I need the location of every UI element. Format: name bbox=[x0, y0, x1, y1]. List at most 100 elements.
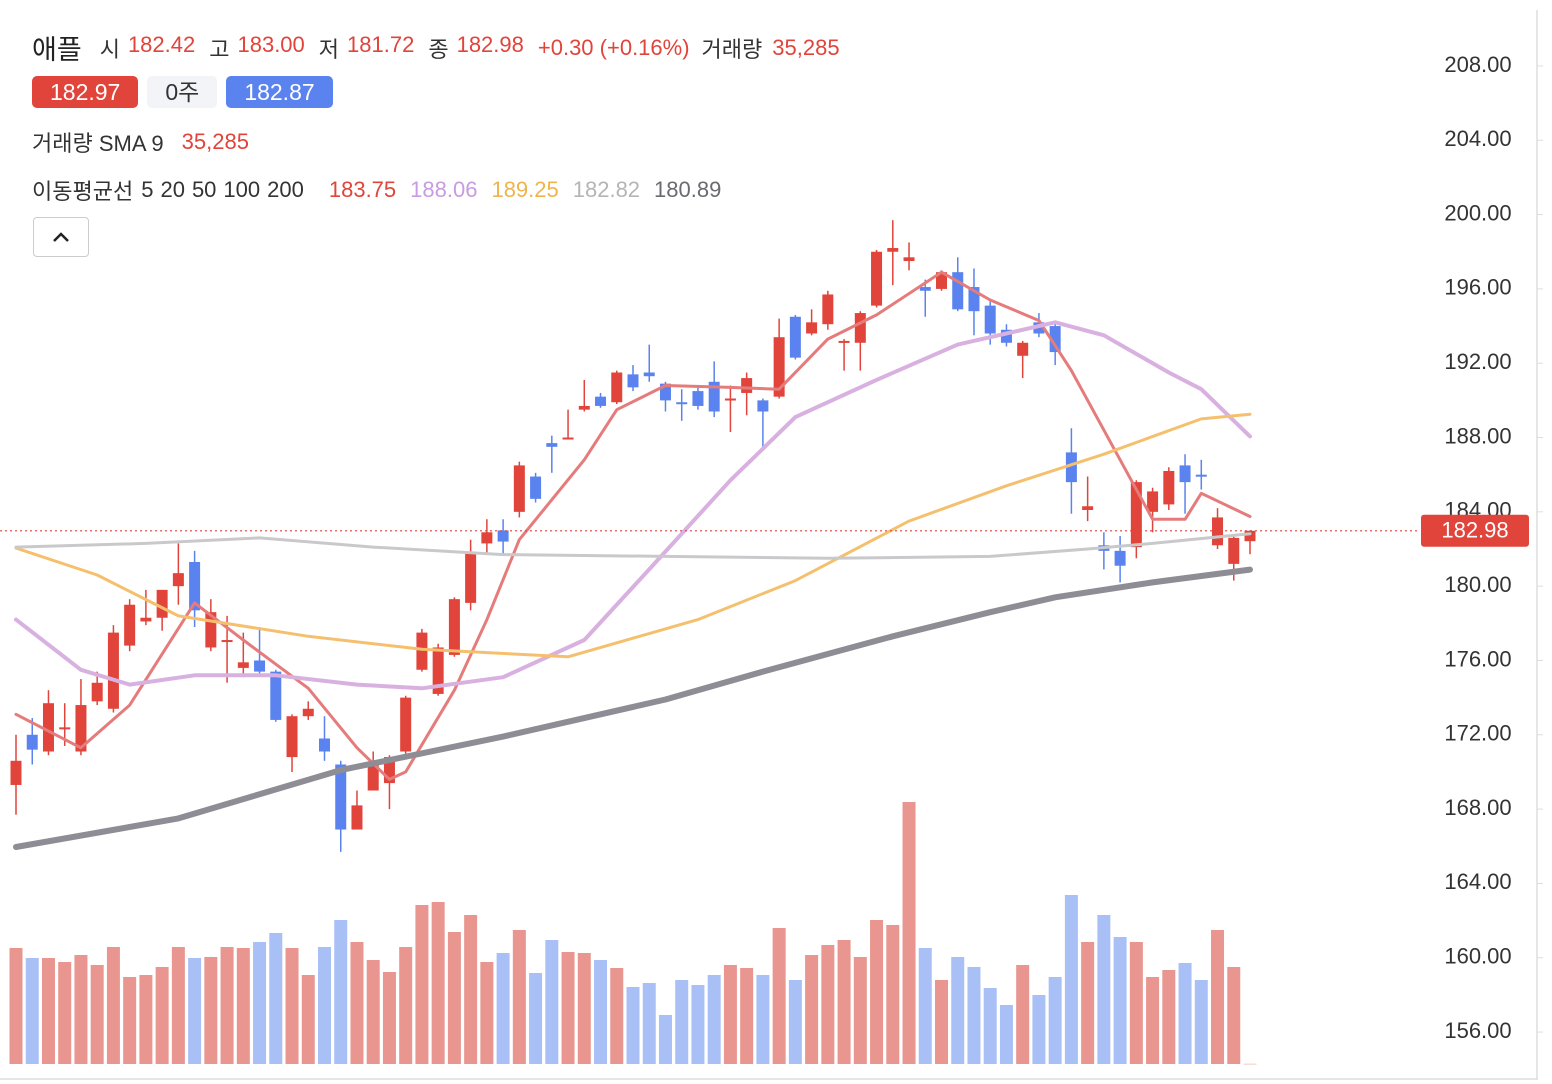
volume-bar bbox=[253, 942, 267, 1064]
candle-body bbox=[903, 257, 915, 262]
volume-bar bbox=[464, 915, 478, 1064]
candle-body bbox=[91, 682, 103, 702]
candle-body bbox=[205, 612, 217, 648]
y-tick-label: 204.00 bbox=[1444, 126, 1511, 151]
quote-value: 183.00 bbox=[237, 31, 305, 57]
ma-legend: 이동평균선 5 20 50 100 200 183.75 188.06 189.25 182.… bbox=[32, 174, 735, 206]
volume-bar bbox=[870, 920, 884, 1064]
volume-value: 35,285 bbox=[772, 34, 840, 60]
volume-bar bbox=[496, 953, 510, 1064]
candle-body bbox=[432, 647, 444, 694]
volume-bar bbox=[805, 955, 819, 1064]
volume-bar bbox=[415, 905, 429, 1064]
volume-bar bbox=[983, 988, 997, 1064]
volume-bar bbox=[1048, 977, 1062, 1064]
candle-body bbox=[1114, 550, 1126, 566]
volume-bar bbox=[951, 957, 965, 1064]
volume-bar bbox=[1113, 937, 1127, 1064]
volume-bar bbox=[431, 902, 445, 1064]
candle-body bbox=[757, 400, 769, 412]
volume-bar bbox=[512, 930, 526, 1064]
candle-body bbox=[659, 383, 671, 401]
quote-value: 181.72 bbox=[347, 31, 415, 57]
candle-body bbox=[140, 617, 152, 622]
moving-average-line bbox=[14, 320, 1252, 691]
volume-bar bbox=[902, 802, 916, 1064]
candles bbox=[10, 220, 1256, 852]
volume-bar bbox=[1097, 915, 1111, 1064]
candle-body bbox=[383, 757, 395, 784]
candle-body bbox=[1065, 452, 1077, 483]
last-price-label: 182.98 bbox=[1441, 518, 1508, 543]
candle-body bbox=[465, 552, 477, 603]
volume-bar bbox=[561, 952, 575, 1064]
candle-body bbox=[724, 398, 736, 401]
volume-bar bbox=[318, 947, 331, 1064]
volume-bar bbox=[204, 957, 218, 1064]
candle-body bbox=[936, 272, 947, 289]
candle-body bbox=[789, 316, 801, 358]
candle-body bbox=[741, 378, 753, 393]
collapse-button[interactable] bbox=[33, 217, 89, 257]
ma-values: 183.75 188.06 189.25 182.82 180.89 bbox=[329, 177, 735, 203]
candle-body bbox=[75, 705, 87, 752]
volume-sma-label: 거래량 SMA 9 bbox=[32, 131, 164, 156]
volume-bar bbox=[1064, 895, 1078, 1064]
moving-average-line bbox=[13, 566, 1253, 850]
order-buttons: 182.97 0주 182.87 bbox=[32, 76, 342, 108]
candle-body bbox=[172, 573, 184, 587]
buy-button[interactable]: 182.87 bbox=[226, 76, 333, 108]
candle-body bbox=[302, 708, 314, 717]
candle-body bbox=[497, 530, 509, 542]
volume-bar bbox=[1129, 942, 1143, 1064]
candle-body bbox=[871, 251, 883, 306]
sell-button[interactable]: 182.97 bbox=[32, 76, 139, 108]
y-tick-label: 200.00 bbox=[1444, 200, 1511, 225]
candle-body bbox=[26, 734, 38, 750]
volume-bar bbox=[41, 958, 55, 1064]
candle-body bbox=[107, 632, 119, 709]
change: +0.30 (+0.16%) bbox=[537, 34, 690, 60]
volume-bar bbox=[334, 920, 348, 1064]
ma-legend-label: 이동평균선 bbox=[32, 179, 134, 204]
candle-body bbox=[984, 305, 996, 334]
volume-bar bbox=[220, 947, 234, 1064]
volume-bar bbox=[139, 975, 153, 1064]
y-tick-label: 176.00 bbox=[1444, 646, 1511, 671]
volume-bar bbox=[399, 947, 413, 1064]
quote-value: 182.98 bbox=[456, 31, 524, 57]
volume-bar bbox=[9, 948, 23, 1064]
quantity-button[interactable]: 0주 bbox=[147, 76, 218, 108]
candle-body bbox=[481, 532, 493, 544]
y-tick-label: 172.00 bbox=[1444, 721, 1511, 746]
candle-body bbox=[952, 272, 964, 310]
candle-body bbox=[1212, 517, 1224, 546]
ma-names: 5 20 50 100 200 bbox=[141, 177, 311, 203]
volume-bar bbox=[350, 942, 364, 1064]
candle-body bbox=[595, 396, 607, 406]
candle-body bbox=[968, 287, 980, 312]
volume-bar bbox=[1211, 930, 1225, 1064]
ma-period: 20 bbox=[160, 177, 185, 202]
candle-body bbox=[838, 340, 850, 343]
volume-bar bbox=[691, 985, 705, 1064]
candle-body bbox=[10, 760, 22, 785]
volume-bar bbox=[171, 947, 185, 1064]
volume-bar bbox=[1146, 977, 1160, 1064]
candle-body bbox=[254, 660, 266, 672]
volume-bar bbox=[967, 967, 981, 1064]
quote-label: 시 bbox=[99, 36, 120, 62]
candle-body bbox=[708, 381, 720, 412]
quote-value: 182.42 bbox=[127, 31, 196, 57]
volume-bar bbox=[626, 987, 640, 1064]
volume-bar bbox=[285, 948, 299, 1064]
volume-bar bbox=[269, 933, 283, 1064]
volume-label: 거래량 bbox=[701, 36, 763, 62]
candle-body bbox=[156, 589, 168, 618]
volume-bar bbox=[918, 948, 932, 1064]
y-tick-label: 208.00 bbox=[1444, 52, 1511, 77]
candle-body bbox=[400, 697, 412, 752]
volume-bar bbox=[1162, 970, 1176, 1064]
ma-value: 182.82 bbox=[572, 177, 641, 202]
